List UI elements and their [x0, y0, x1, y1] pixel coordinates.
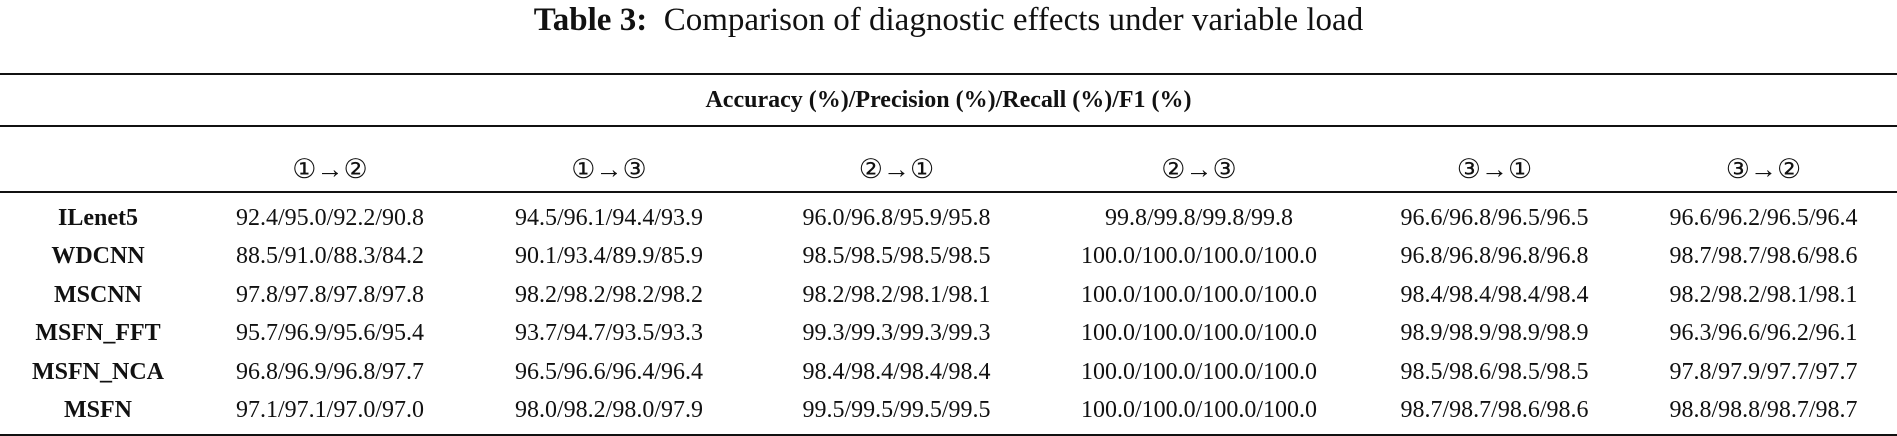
table-cell: 98.7/98.7/98.6/98.6 — [1359, 391, 1630, 436]
table-cell: 92.4/95.0/92.2/90.8 — [235, 204, 424, 231]
table-cell: 100.0/100.0/100.0/100.0 — [1080, 281, 1317, 308]
table-cell: 97.1/97.1/97.0/97.0 — [196, 391, 464, 436]
column-header — [0, 126, 196, 193]
table-cell: 95.7/96.9/95.6/95.4 — [235, 320, 424, 347]
table-cell: 98.7/98.7/98.6/98.6 — [1669, 243, 1858, 270]
column-header: ①→③ — [464, 126, 754, 193]
table-cell: 98.8/98.8/98.7/98.7 — [1630, 391, 1897, 436]
table-cell: 98.4/98.4/98.4/98.4 — [1400, 281, 1589, 308]
column-header: ②→③ — [1039, 126, 1359, 193]
table-cell: 99.5/99.5/99.5/99.5 — [754, 391, 1039, 436]
table-cell: 94.5/96.1/94.4/93.9 — [514, 204, 703, 231]
table-row: WDCNN 88.5/91.0/88.3/84.2 90.1/93.4/89.9… — [0, 238, 1897, 277]
caption-text: Comparison of diagnostic effects under v… — [663, 2, 1364, 38]
table-cell: 98.9/98.9/98.9/98.9 — [1400, 320, 1589, 347]
caption-label: Table 3: — [533, 2, 648, 38]
group-header-row: Accuracy (%)/Precision (%)/Recall (%)/F1… — [0, 73, 1897, 127]
table-cell: 96.5/96.6/96.4/96.4 — [514, 358, 703, 385]
table-cell: 100.0/100.0/100.0/100.0 — [1080, 243, 1317, 270]
column-header: ③→① — [1359, 126, 1630, 193]
model-name: MSFN_NCA — [32, 358, 164, 385]
table-cell: 97.8/97.9/97.7/97.7 — [1669, 358, 1858, 385]
table-cell: 98.2/98.2/98.1/98.1 — [802, 281, 991, 308]
table-row: MSFN_FFT 95.7/96.9/95.6/95.4 93.7/94.7/9… — [0, 315, 1897, 354]
column-header: ③→② — [1630, 126, 1897, 193]
table-cell: 90.1/93.4/89.9/85.9 — [514, 243, 703, 270]
table-cell: 96.0/96.8/95.9/95.8 — [802, 204, 991, 231]
table-cell: 96.3/96.6/96.2/96.1 — [1669, 320, 1858, 347]
table-caption: Table 3: Comparison of diagnostic effect… — [0, 0, 1897, 40]
results-table: Accuracy (%)/Precision (%)/Recall (%)/F1… — [0, 73, 1897, 436]
table-cell: 100.0/100.0/100.0/100.0 — [1080, 320, 1317, 347]
table-cell: 100.0/100.0/100.0/100.0 — [1039, 391, 1359, 436]
model-name: ILenet5 — [58, 204, 138, 231]
table-cell: 96.6/96.8/96.5/96.5 — [1400, 204, 1589, 231]
column-header-row: ①→② ①→③ ②→① ②→③ ③→① ③→② — [0, 126, 1897, 193]
metric-group-header: Accuracy (%)/Precision (%)/Recall (%)/F1… — [0, 73, 1897, 127]
column-header: ①→② — [196, 126, 464, 193]
table-cell: 96.6/96.2/96.5/96.4 — [1669, 204, 1858, 231]
table-cell: 96.8/96.9/96.8/97.7 — [235, 358, 424, 385]
model-name: WDCNN — [51, 243, 145, 270]
table-cell: 88.5/91.0/88.3/84.2 — [235, 243, 424, 270]
table-cell: 98.2/98.2/98.2/98.2 — [514, 281, 703, 308]
table-cell: 98.5/98.6/98.5/98.5 — [1400, 358, 1589, 385]
model-name: MSCNN — [54, 281, 142, 308]
table-cell: 98.5/98.5/98.5/98.5 — [802, 243, 991, 270]
model-name: MSFN_FFT — [35, 320, 161, 347]
table-cell: 93.7/94.7/93.5/93.3 — [514, 320, 703, 347]
table-cell: 99.8/99.8/99.8/99.8 — [1104, 204, 1293, 231]
table-cell: 97.8/97.8/97.8/97.8 — [235, 281, 424, 308]
table-row: MSCNN 97.8/97.8/97.8/97.8 98.2/98.2/98.2… — [0, 276, 1897, 315]
column-header: ②→① — [754, 126, 1039, 193]
table-cell: 98.2/98.2/98.1/98.1 — [1669, 281, 1858, 308]
table-cell: 96.8/96.8/96.8/96.8 — [1400, 243, 1589, 270]
model-name: MSFN — [0, 391, 196, 436]
table-cell: 98.0/98.2/98.0/97.9 — [464, 391, 754, 436]
table-cell: 99.3/99.3/99.3/99.3 — [802, 320, 991, 347]
table-row: MSFN 97.1/97.1/97.0/97.0 98.0/98.2/98.0/… — [0, 391, 1897, 436]
table-row: MSFN_NCA 96.8/96.9/96.8/97.7 96.5/96.6/9… — [0, 353, 1897, 392]
table-cell: 98.4/98.4/98.4/98.4 — [802, 358, 991, 385]
table-row: ILenet5 92.4/95.0/92.2/90.8 94.5/96.1/94… — [0, 192, 1897, 238]
table-cell: 100.0/100.0/100.0/100.0 — [1080, 358, 1317, 385]
